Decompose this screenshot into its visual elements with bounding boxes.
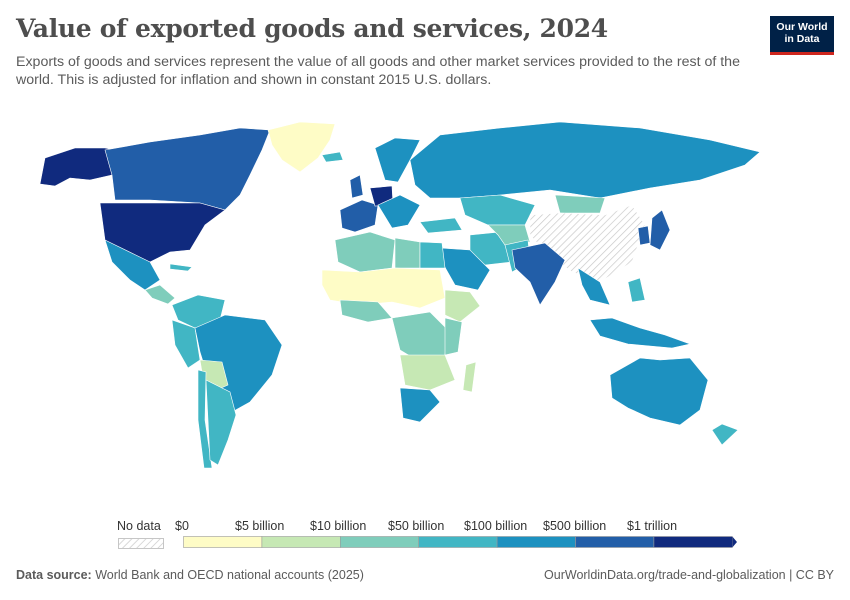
region-southeast-asia[interactable]: [577, 267, 611, 306]
region-nigeria-gulf[interactable]: [339, 299, 393, 323]
logo-line-1: Our World: [776, 21, 828, 33]
region-alaska[interactable]: [39, 147, 126, 187]
region-turkey[interactable]: [419, 217, 463, 234]
legend-color-bar: [183, 536, 737, 548]
legend-swatch-100b: [496, 536, 576, 548]
world-map[interactable]: [0, 108, 850, 508]
footer: Data source: World Bank and OECD nationa…: [16, 568, 834, 582]
region-italy-central-europe[interactable]: [377, 194, 421, 229]
region-libya[interactable]: [394, 237, 421, 269]
map-legend: No data $0 $5 billion $10 billion $50 bi…: [0, 510, 850, 555]
region-central-africa[interactable]: [391, 311, 449, 363]
region-chile[interactable]: [197, 369, 213, 469]
source-url[interactable]: OurWorldinData.org/trade-and-globalizati…: [544, 568, 834, 582]
legend-label-0: $0: [175, 519, 189, 533]
region-argentina[interactable]: [205, 379, 237, 466]
legend-label-500b: $500 billion: [543, 519, 607, 533]
region-south-africa[interactable]: [399, 387, 441, 423]
legend-no-data-swatch: [118, 538, 164, 549]
region-sahel[interactable]: [321, 267, 446, 309]
legend-label-100b: $100 billion: [464, 519, 528, 533]
region-france-spain[interactable]: [339, 199, 379, 233]
legend-label-50b: $50 billion: [388, 519, 445, 533]
region-central-america[interactable]: [144, 284, 176, 305]
legend-swatch-5b: [261, 536, 341, 548]
legend-label-1t: $1 trillion: [627, 519, 678, 533]
data-source-label: Data source:: [16, 568, 92, 582]
region-mongolia[interactable]: [554, 194, 606, 214]
legend-swatch-10b: [340, 536, 420, 548]
logo-line-2: in Data: [784, 33, 820, 45]
region-australia[interactable]: [609, 357, 709, 426]
region-iceland[interactable]: [321, 151, 344, 163]
region-madagascar[interactable]: [462, 361, 477, 393]
region-egypt[interactable]: [419, 241, 446, 269]
region-southern-africa-north[interactable]: [399, 354, 456, 391]
legend-no-data-label: No data: [117, 519, 161, 533]
region-horn-of-africa[interactable]: [444, 289, 481, 323]
legend-label-5b: $5 billion: [235, 519, 285, 533]
region-philippines[interactable]: [627, 277, 646, 303]
chart-subtitle: Exports of goods and services represent …: [16, 54, 740, 88]
owid-logo[interactable]: Our World in Data: [770, 16, 834, 55]
legend-swatch-1t: [653, 536, 733, 548]
region-united-kingdom[interactable]: [349, 174, 364, 199]
legend-swatch-50b: [418, 536, 498, 548]
region-russia[interactable]: [409, 121, 761, 199]
chart-title: Value of exported goods and services, 20…: [16, 14, 608, 43]
region-indonesia[interactable]: [589, 317, 692, 349]
region-east-africa[interactable]: [444, 317, 463, 356]
region-new-zealand[interactable]: [711, 423, 739, 446]
region-japan[interactable]: [649, 209, 671, 251]
region-peru[interactable]: [171, 319, 201, 369]
region-cuba[interactable]: [169, 263, 193, 272]
legend-swatch-0: [183, 536, 263, 548]
legend-label-10b: $10 billion: [310, 519, 367, 533]
region-north-africa-west[interactable]: [334, 231, 396, 273]
region-india[interactable]: [511, 242, 566, 306]
data-source-text[interactable]: World Bank and OECD national accounts (2…: [95, 568, 364, 582]
region-kazakhstan[interactable]: [459, 194, 536, 226]
region-greenland[interactable]: [267, 121, 336, 173]
region-korea[interactable]: [637, 225, 651, 246]
legend-overflow-arrow: [732, 536, 737, 548]
region-canada[interactable]: [104, 127, 271, 211]
legend-swatch-500b: [575, 536, 655, 548]
